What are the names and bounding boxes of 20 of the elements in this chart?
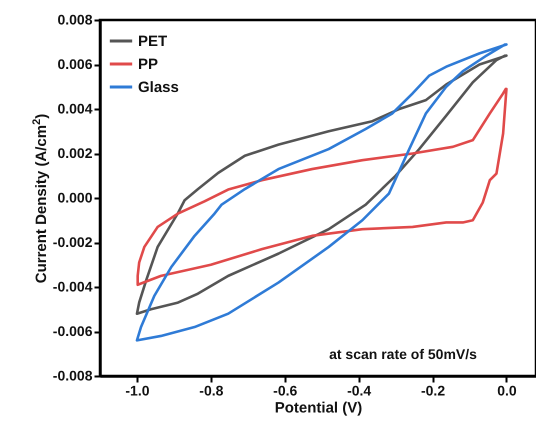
annotation: at scan rate of 50mV/s [329, 346, 478, 362]
x-tick-label: -1.0 [125, 382, 150, 398]
x-tick-label: 0.0 [497, 382, 517, 398]
x-tick-label: -0.4 [347, 382, 372, 398]
y-tick-label: -0.006 [52, 323, 93, 339]
y-tick-label: 0.006 [57, 56, 93, 72]
legend-label: PET [138, 33, 168, 50]
legend-label: PP [138, 56, 158, 73]
y-tick-label: -0.002 [52, 234, 93, 250]
x-tick-label: -0.2 [420, 382, 446, 398]
y-tick-label: 0.004 [57, 100, 93, 116]
legend-label: Glass [138, 79, 179, 96]
x-axis-title: Potential (V) [274, 400, 362, 416]
y-tick-label: 0.002 [57, 145, 93, 161]
x-tick-label: -0.6 [273, 382, 298, 398]
y-tick-label: 0.008 [57, 12, 93, 28]
y-tick-label: -0.008 [52, 368, 93, 384]
x-tick-label: -0.8 [199, 382, 224, 398]
y-tick-label: -0.004 [52, 278, 93, 294]
y-tick-label: 0.000 [57, 190, 93, 206]
